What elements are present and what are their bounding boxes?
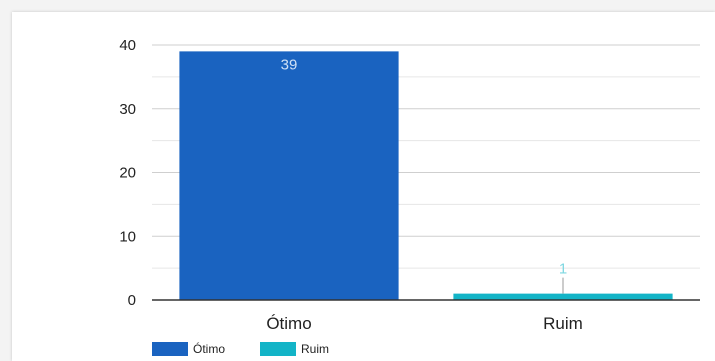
data-label: 39: [281, 56, 298, 73]
y-tick-label: 40: [119, 37, 136, 54]
x-category-label: Ruim: [543, 314, 583, 333]
legend: Ótimo Ruim: [152, 341, 329, 356]
y-axis-ticks: 0 10 20 30 40: [119, 37, 136, 309]
legend-label: Ótimo: [193, 341, 225, 356]
bar-ruim: [453, 293, 673, 300]
y-tick-label: 10: [119, 228, 136, 245]
data-label: 1: [559, 261, 567, 278]
y-tick-label: 30: [119, 101, 136, 118]
x-axis-categories: Ótimo Ruim: [266, 314, 583, 333]
legend-swatch: [260, 342, 296, 356]
x-category-label: Ótimo: [266, 314, 311, 333]
y-tick-label: 20: [119, 165, 136, 182]
legend-label: Ruim: [301, 342, 329, 356]
legend-swatch: [152, 342, 188, 356]
bars: 39 1: [179, 51, 673, 300]
bar-ótimo: [179, 51, 399, 300]
y-tick-label: 0: [128, 292, 136, 309]
